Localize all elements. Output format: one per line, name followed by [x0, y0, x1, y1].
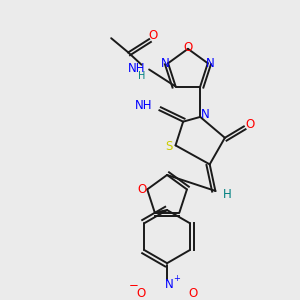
- Text: +: +: [173, 274, 180, 283]
- Text: N: N: [165, 278, 173, 291]
- Text: O: O: [245, 118, 254, 131]
- Text: −: −: [129, 280, 139, 292]
- Text: O: O: [148, 29, 158, 42]
- Text: O: O: [137, 287, 146, 300]
- Text: N: N: [161, 57, 170, 70]
- Text: O: O: [138, 183, 147, 196]
- Text: H: H: [222, 188, 231, 201]
- Text: NH: NH: [135, 99, 153, 112]
- Text: NH: NH: [128, 62, 145, 75]
- Text: H: H: [138, 71, 145, 81]
- Text: N: N: [206, 57, 215, 70]
- Text: S: S: [165, 140, 172, 153]
- Text: O: O: [183, 41, 193, 54]
- Text: O: O: [188, 287, 197, 300]
- Text: N: N: [201, 108, 209, 121]
